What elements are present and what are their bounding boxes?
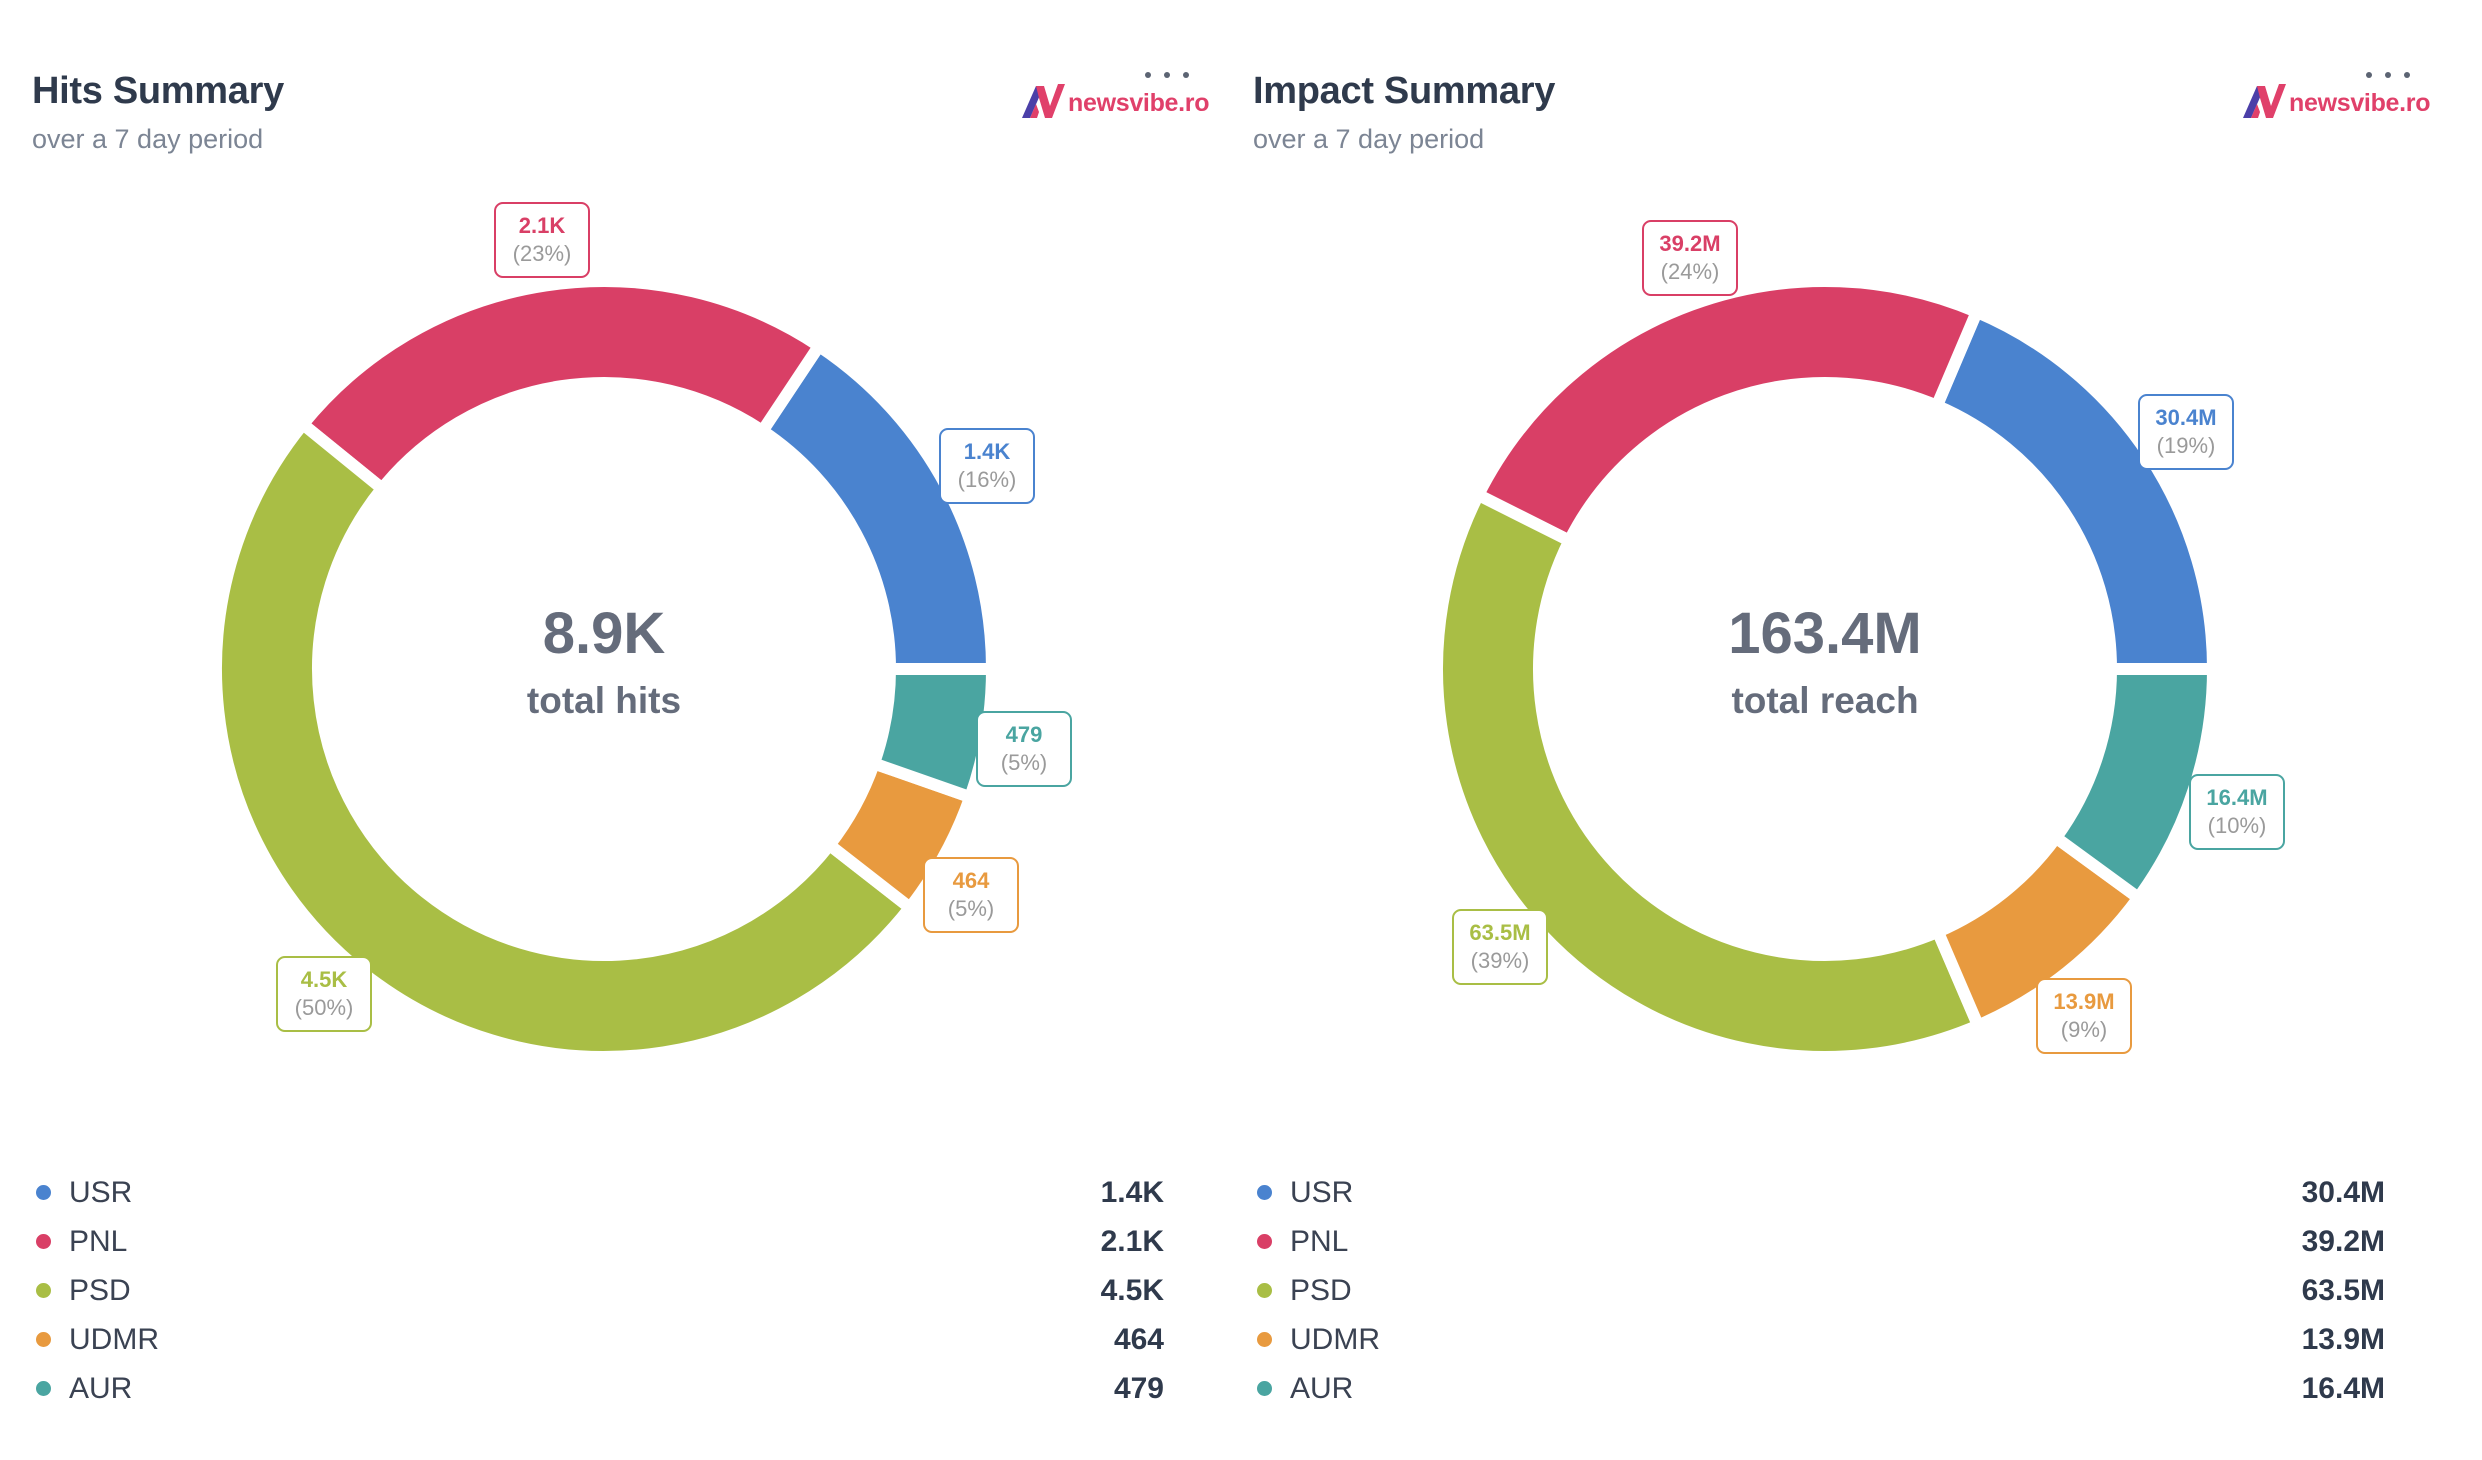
data-label-percent: (16%) xyxy=(957,467,1017,492)
legend-dot-icon xyxy=(36,1283,51,1298)
legend-item-udmr[interactable]: UDMR 13.9M xyxy=(1253,1315,2385,1364)
legend-label: USR xyxy=(1290,1175,1354,1209)
data-label-percent: (19%) xyxy=(2156,433,2216,458)
data-label-value: 13.9M xyxy=(2053,989,2115,1014)
legend-dot-icon xyxy=(1257,1283,1272,1298)
data-label-value: 1.4K xyxy=(963,439,1011,464)
legend-label: AUR xyxy=(69,1371,133,1405)
legend-value: 2.1K xyxy=(1100,1224,1164,1258)
legend-item-usr[interactable]: USR 30.4M xyxy=(1253,1168,2385,1217)
data-label-value: 63.5M xyxy=(1469,920,1531,945)
data-label-value: 2.1K xyxy=(518,213,566,238)
legend-dot-icon xyxy=(36,1332,51,1347)
legend-dot-icon xyxy=(36,1185,51,1200)
data-label-aur: 16.4M (10%) xyxy=(2189,774,2285,850)
donut-segment-pnl[interactable] xyxy=(1470,275,1985,549)
data-label-percent: (39%) xyxy=(1470,948,1530,973)
data-label-udmr: 13.9M (9%) xyxy=(2036,978,2132,1054)
data-label-percent: (10%) xyxy=(2207,813,2267,838)
panel-subtitle: over a 7 day period xyxy=(32,124,264,154)
data-label-percent: (5%) xyxy=(1000,750,1048,775)
legend-dot-icon xyxy=(1257,1381,1272,1396)
more-options-button[interactable] xyxy=(2366,66,2410,84)
data-label-value: 39.2M xyxy=(1659,231,1721,256)
panel-subtitle: over a 7 day period xyxy=(1253,124,1485,154)
data-label-psd: 63.5M (39%) xyxy=(1452,909,1548,985)
total-reach-caption: total reach xyxy=(1731,680,1919,721)
data-label-pnl: 39.2M (24%) xyxy=(1642,220,1738,296)
newsvibe-logo: newsvibe.ro xyxy=(2241,80,2431,120)
hits-legend: USR 1.4K PNL 2.1K PSD 4.5K UDMR 464 AUR … xyxy=(32,1168,1164,1413)
legend-value: 464 xyxy=(1113,1322,1164,1356)
legend-dot-icon xyxy=(1257,1234,1272,1249)
legend-value: 13.9M xyxy=(2301,1322,2385,1356)
data-label-percent: (5%) xyxy=(947,896,995,921)
legend-item-aur[interactable]: AUR 16.4M xyxy=(1253,1364,2385,1413)
legend-dot-icon xyxy=(1257,1185,1272,1200)
data-label-percent: (9%) xyxy=(2060,1017,2108,1042)
data-label-value: 16.4M xyxy=(2206,785,2268,810)
total-hits-caption: total hits xyxy=(526,680,682,721)
panel-title: Hits Summary xyxy=(32,70,284,112)
hits-summary-panel: Hits Summary over a 7 day period newsvib… xyxy=(0,0,1221,1460)
legend-label: PNL xyxy=(69,1224,128,1258)
legend-item-usr[interactable]: USR 1.4K xyxy=(32,1168,1164,1217)
legend-item-udmr[interactable]: UDMR 464 xyxy=(32,1315,1164,1364)
panel-title: Impact Summary xyxy=(1253,70,1556,112)
newsvibe-n-icon xyxy=(2243,84,2286,118)
donut-segment-psd[interactable] xyxy=(210,415,919,1063)
data-label-udmr: 464 (5%) xyxy=(923,857,1019,933)
brand-name: newsvibe.ro xyxy=(1068,89,1210,117)
legend-value: 39.2M xyxy=(2301,1224,2385,1258)
legend-label: PSD xyxy=(1290,1273,1352,1307)
legend-label: USR xyxy=(69,1175,133,1209)
newsvibe-logo: newsvibe.ro xyxy=(1020,80,1210,120)
data-label-percent: (24%) xyxy=(1660,259,1720,284)
impact-donut-chart xyxy=(1431,275,2220,1063)
legend-item-pnl[interactable]: PNL 39.2M xyxy=(1253,1217,2385,1266)
data-label-value: 479 xyxy=(1005,722,1043,747)
brand-name: newsvibe.ro xyxy=(2289,89,2431,117)
data-label-percent: (50%) xyxy=(294,995,354,1020)
donut-segment-pnl[interactable] xyxy=(294,275,828,498)
donut-segment-psd[interactable] xyxy=(1431,486,1987,1063)
data-label-usr: 30.4M (19%) xyxy=(2138,394,2234,470)
legend-item-psd[interactable]: PSD 4.5K xyxy=(32,1266,1164,1315)
legend-value: 63.5M xyxy=(2301,1273,2385,1307)
more-horizontal-icon xyxy=(1145,72,1151,78)
legend-item-aur[interactable]: AUR 479 xyxy=(32,1364,1164,1413)
legend-item-psd[interactable]: PSD 63.5M xyxy=(1253,1266,2385,1315)
legend-value: 479 xyxy=(1113,1371,1164,1405)
legend-label: PNL xyxy=(1290,1224,1349,1258)
more-options-button[interactable] xyxy=(1145,66,1189,84)
legend-label: PSD xyxy=(69,1273,131,1307)
impact-summary-panel: Impact Summary over a 7 day period newsv… xyxy=(1221,0,2442,1460)
data-label-percent: (23%) xyxy=(512,241,572,266)
data-label-psd: 4.5K (50%) xyxy=(276,956,372,1032)
legend-label: AUR xyxy=(1290,1371,1354,1405)
legend-dot-icon xyxy=(36,1234,51,1249)
legend-value: 1.4K xyxy=(1100,1175,1164,1209)
data-label-aur: 479 (5%) xyxy=(976,711,1072,787)
data-label-value: 464 xyxy=(952,868,990,893)
data-label-pnl: 2.1K (23%) xyxy=(494,202,590,278)
data-label-value: 30.4M xyxy=(2155,405,2217,430)
legend-label: UDMR xyxy=(69,1322,159,1356)
legend-label: UDMR xyxy=(1290,1322,1380,1356)
legend-dot-icon xyxy=(36,1381,51,1396)
total-reach-value: 163.4M xyxy=(1728,601,1922,666)
newsvibe-n-icon xyxy=(1022,84,1065,118)
hits-donut-chart xyxy=(210,275,999,1063)
legend-item-pnl[interactable]: PNL 2.1K xyxy=(32,1217,1164,1266)
data-label-value: 4.5K xyxy=(300,967,348,992)
donut-segment-aur[interactable] xyxy=(2047,663,2220,907)
total-hits-value: 8.9K xyxy=(542,601,666,666)
data-label-usr: 1.4K (16%) xyxy=(939,428,1035,504)
impact-legend: USR 30.4M PNL 39.2M PSD 63.5M UDMR 13.9M… xyxy=(1253,1168,2385,1413)
more-horizontal-icon xyxy=(2366,72,2372,78)
legend-value: 16.4M xyxy=(2301,1371,2385,1405)
legend-value: 4.5K xyxy=(1100,1273,1164,1307)
legend-value: 30.4M xyxy=(2301,1175,2385,1209)
legend-dot-icon xyxy=(1257,1332,1272,1347)
